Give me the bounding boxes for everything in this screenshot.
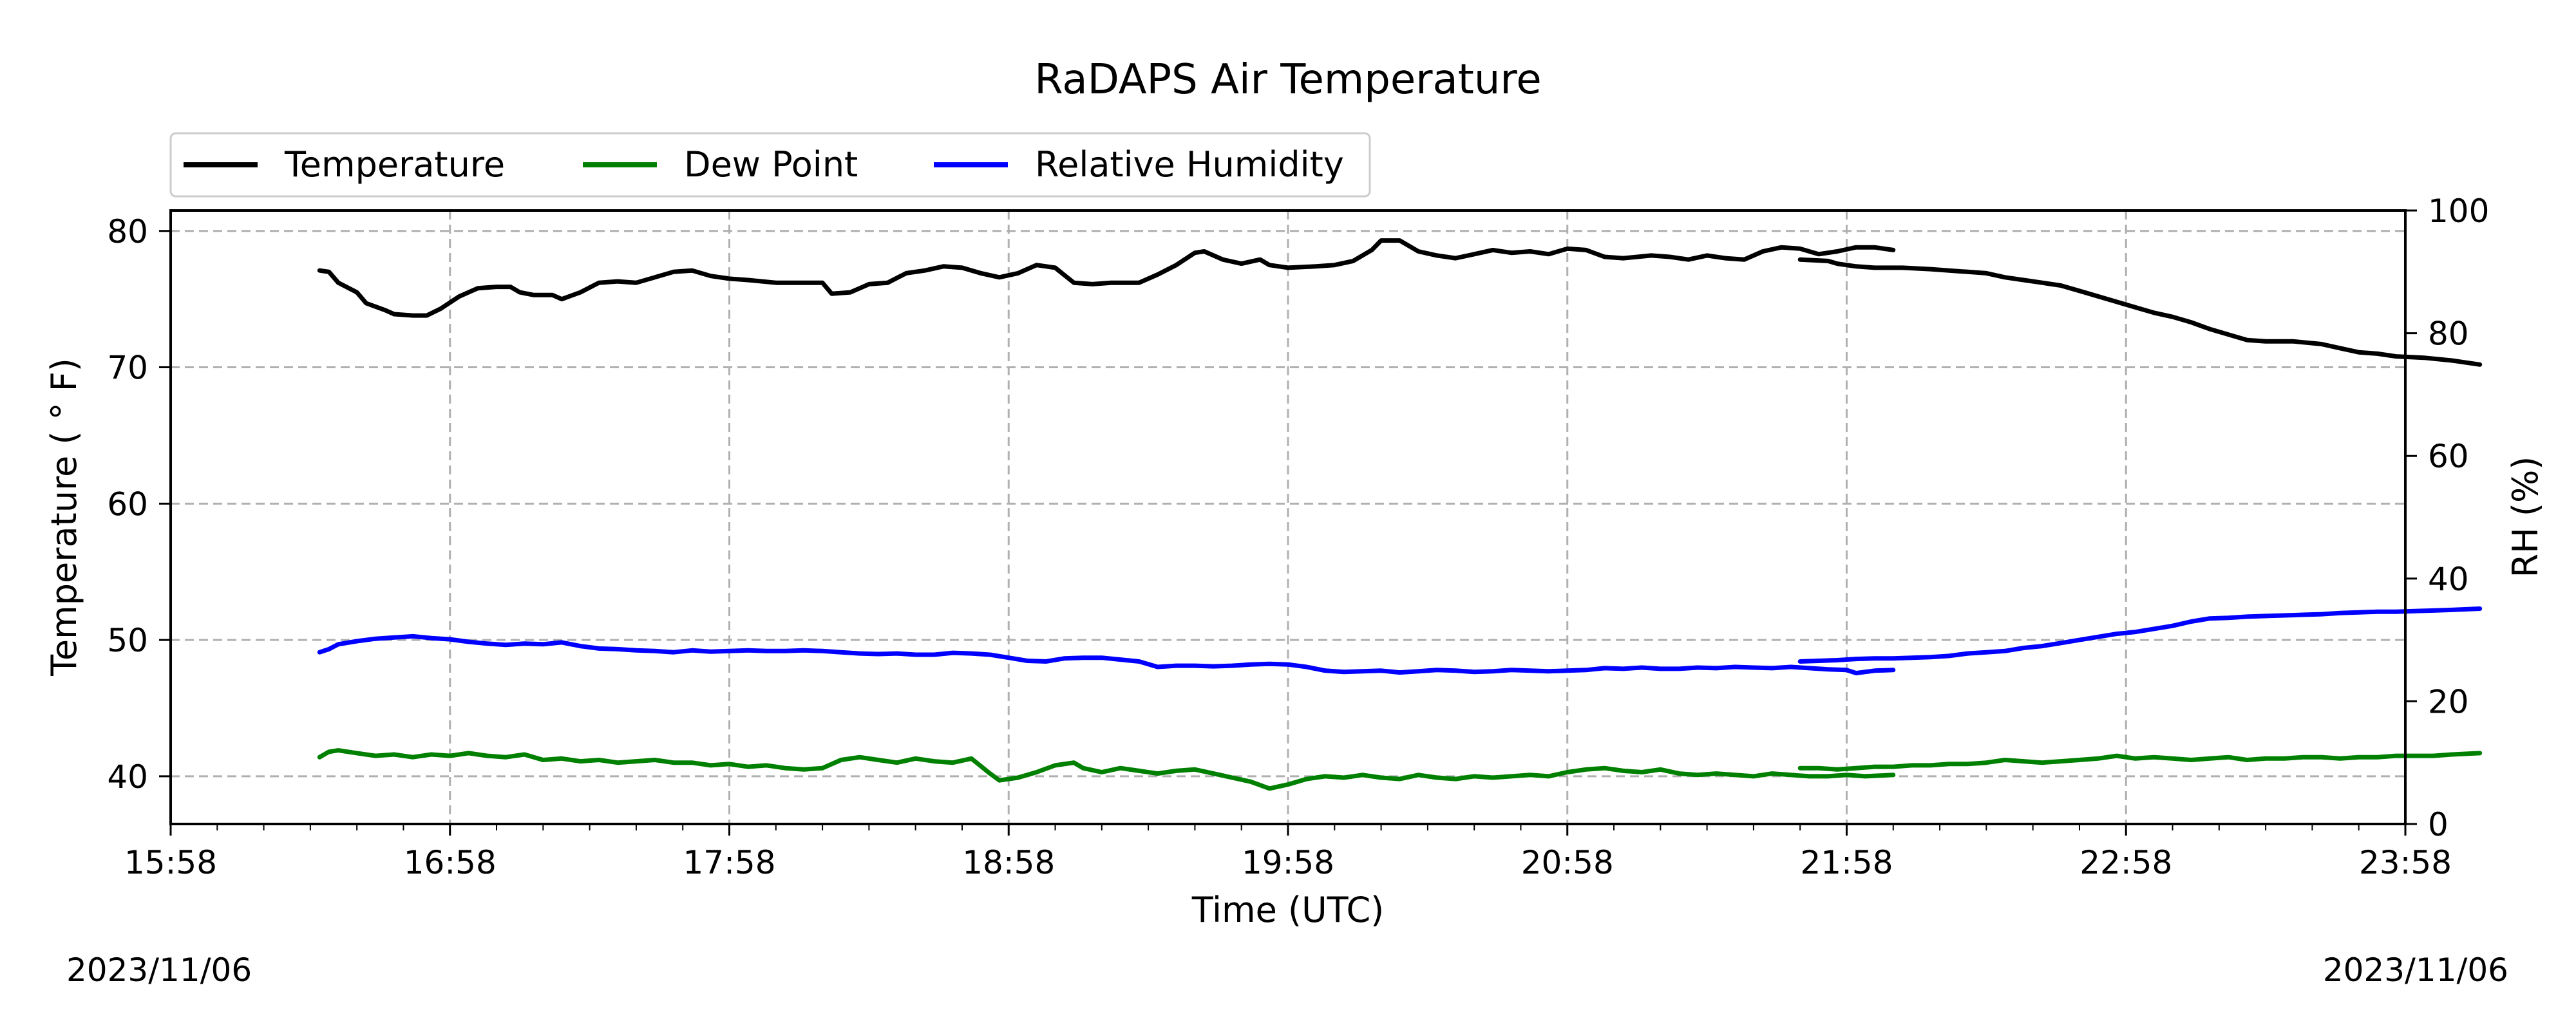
x-tick-label: 15:58 <box>124 844 217 881</box>
grid <box>169 211 2407 824</box>
y2-axis-label: RH (%) <box>2505 456 2546 578</box>
y2-tick-label: 40 <box>2428 561 2469 598</box>
chart-title: RaDAPS Air Temperature <box>1034 56 1541 104</box>
date-left: 2023/11/06 <box>66 951 252 989</box>
series-temperature-line <box>317 238 1896 318</box>
legend-label-dew-point: Dew Point <box>684 144 858 185</box>
series-relative-humidity-line <box>317 633 1896 676</box>
x-tick-label: 18:58 <box>962 844 1055 881</box>
y2-tick-label: 0 <box>2428 806 2448 843</box>
x-tick-label: 21:58 <box>1800 844 1893 881</box>
legend-label-temperature: Temperature <box>284 144 505 185</box>
y-axis-left: 40 50 60 70 80 <box>107 213 171 796</box>
legend-box <box>169 132 1371 198</box>
series-relative-humidity-line <box>1797 606 2483 664</box>
y2-tick-label: 20 <box>2428 683 2469 720</box>
legend-label-relative-humidity: Relative Humidity <box>1035 144 1344 185</box>
y-axis-right: 0 20 40 60 80 100 <box>2405 192 2489 843</box>
y-tick-label: 70 <box>107 350 148 387</box>
x-axis: 15:58 16:58 17:58 18:58 19:58 20:58 21:58 22:58… <box>124 824 2452 881</box>
x-tick-label: 17:58 <box>683 844 775 881</box>
x-tick-label: 16:58 <box>404 844 497 881</box>
series-dew-point-line <box>1797 751 2483 772</box>
legend: Temperature Dew Point Relative Humidity <box>169 132 1371 198</box>
y-tick-label: 60 <box>107 485 148 523</box>
y-tick-label: 40 <box>107 758 148 796</box>
y-axis-label: Temperature ( ° F) <box>44 358 84 677</box>
x-tick-label: 22:58 <box>2079 844 2172 881</box>
series-temperature-line <box>1797 257 2483 367</box>
series-layer <box>317 238 2483 791</box>
series-dew-point-line <box>317 748 1896 791</box>
y2-tick-label: 80 <box>2428 315 2469 353</box>
y-tick-label: 50 <box>107 622 148 659</box>
x-axis-label: Time (UTC) <box>1191 890 1385 930</box>
date-right: 2023/11/06 <box>2322 951 2508 989</box>
x-tick-label: 19:58 <box>1242 844 1334 881</box>
y-tick-label: 80 <box>107 213 148 250</box>
y2-tick-label: 100 <box>2428 192 2489 230</box>
y2-tick-label: 60 <box>2428 438 2469 475</box>
x-tick-label: 23:58 <box>2359 844 2452 881</box>
x-tick-label: 20:58 <box>1521 844 1614 881</box>
